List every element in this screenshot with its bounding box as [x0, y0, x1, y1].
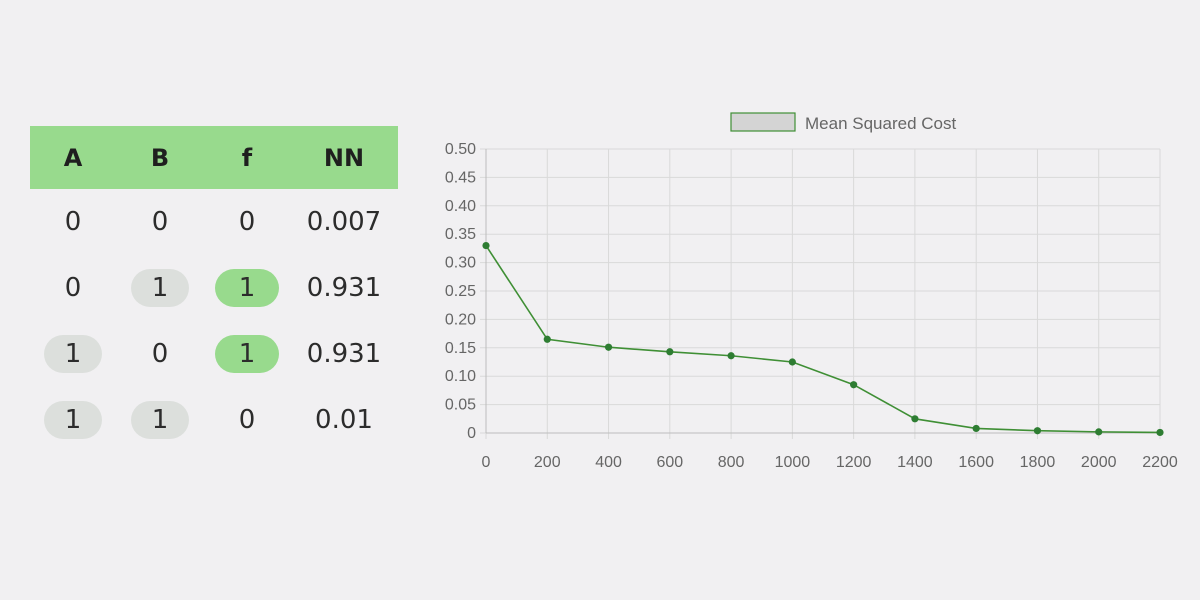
legend-swatch: [730, 112, 796, 132]
header-f: f: [241, 143, 253, 172]
cell-b: 1: [116, 269, 204, 307]
cell-nn: 0.931: [290, 339, 398, 369]
data-point: [482, 241, 490, 250]
y-tick-label: 0.20: [445, 311, 476, 328]
x-tick-label: 0: [482, 454, 491, 471]
cell-value: 0: [64, 273, 82, 303]
cell-value: 0: [151, 339, 169, 369]
cell-value: 0: [64, 207, 82, 237]
x-tick-label: 400: [595, 454, 622, 471]
y-tick-label: 0.15: [445, 340, 476, 357]
cost-chart-svg: 0 0.05 0.10 0.15 0.20 0.25 0.30 0.35 0.40 0.45 0.5…: [445, 112, 1178, 471]
cell-value: 0.007: [306, 207, 382, 237]
data-point: [1156, 428, 1164, 437]
x-tick-label: 2200: [1142, 454, 1178, 471]
y-tick-label: 0.30: [445, 255, 476, 272]
cell-f: 0: [204, 207, 290, 237]
cost-chart: 0 0.05 0.10 0.15 0.20 0.25 0.30 0.35 0.40 0.45 0.5…: [420, 100, 1190, 480]
legend-label: Mean Squared Cost: [805, 114, 956, 133]
data-point: [1095, 428, 1103, 436]
table-row: 1 0 1 0.931: [30, 321, 398, 387]
data-point: [972, 424, 980, 433]
header-nn: NN: [323, 143, 365, 172]
cell-nn: 0.931: [290, 273, 398, 303]
cell-a: 1: [30, 401, 116, 439]
table-row: 0 0 0 0.007: [30, 189, 398, 255]
output-pill: 1: [215, 335, 279, 373]
output-pill: 1: [215, 269, 279, 307]
cell-value: 0.931: [306, 273, 382, 303]
data-point: [543, 335, 551, 343]
y-tick-label: 0.25: [445, 283, 476, 300]
cell-nn: 0.01: [290, 405, 398, 435]
x-tick-label: 600: [656, 454, 683, 471]
table-row: 0 1 1 0.931: [30, 255, 398, 321]
y-tick-label: 0.10: [445, 368, 476, 385]
cell-b: 0: [116, 207, 204, 237]
header-a: A: [63, 143, 83, 172]
table-header: A B f NN: [30, 126, 398, 189]
data-point: [666, 348, 674, 356]
data-point: [850, 381, 858, 389]
data-point: [604, 343, 613, 351]
cell-value: 0.931: [306, 339, 382, 369]
cell-a: 1: [30, 335, 116, 373]
cell-value: 0: [238, 405, 256, 435]
cell-f: 0: [204, 405, 290, 435]
header-b: B: [150, 143, 170, 172]
data-point: [788, 358, 796, 366]
x-tick-label: 1800: [1020, 454, 1056, 471]
cell-b: 1: [116, 401, 204, 439]
cell-b: 0: [116, 339, 204, 369]
x-tick-label: 1000: [775, 454, 811, 471]
data-point: [727, 352, 735, 360]
input-pill: 1: [44, 335, 102, 373]
cell-a: 0: [30, 273, 116, 303]
table-row: 1 1 0 0.01: [30, 387, 398, 453]
input-pill: 1: [131, 401, 189, 439]
x-tick-label: 1200: [836, 454, 872, 471]
data-point: [911, 415, 919, 423]
y-tick-label: 0.45: [445, 169, 476, 186]
y-tick-label: 0.50: [445, 141, 476, 158]
truth-table: A B f NN 0 0 0 0.007 0 1 1 0.931 1 0 1 0…: [30, 126, 398, 453]
y-tick-label: 0.35: [445, 226, 476, 243]
x-tick-label: 1600: [958, 454, 994, 471]
cell-value: 0: [151, 207, 169, 237]
input-pill: 1: [131, 269, 189, 307]
cell-f: 1: [204, 335, 290, 373]
cell-value: 0.01: [315, 405, 373, 435]
input-pill: 1: [44, 401, 102, 439]
x-tick-label: 200: [534, 454, 561, 471]
y-tick-label: 0: [467, 425, 476, 442]
cell-f: 1: [204, 269, 290, 307]
y-tick-label: 0.05: [445, 397, 476, 414]
cell-a: 0: [30, 207, 116, 237]
data-point: [1033, 427, 1042, 435]
cell-nn: 0.007: [290, 207, 398, 237]
x-tick-label: 1400: [897, 454, 933, 471]
y-tick-label: 0.40: [445, 198, 476, 215]
x-tick-label: 800: [718, 454, 745, 471]
cell-value: 0: [238, 207, 256, 237]
series-line: [485, 245, 1161, 434]
x-tick-label: 2000: [1081, 454, 1117, 471]
